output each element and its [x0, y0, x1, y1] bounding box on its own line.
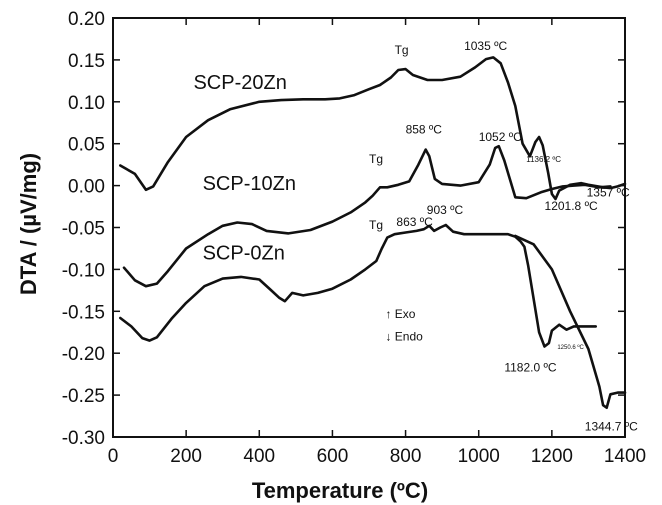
y-tick-label: 0.00	[68, 177, 105, 198]
y-tick-label: -0.20	[62, 344, 105, 365]
series-line-scp-0zn-tail	[514, 234, 627, 409]
chart-ticks: 0 200 400 600 800 1000 1200 1400 0.20 0.15 0.10 0.0…	[62, 9, 646, 467]
peak-annotation: 858 ºC	[406, 123, 443, 137]
y-tick-label: -0.30	[62, 428, 105, 449]
peak-annotation: 1201.8 ºC	[545, 199, 598, 213]
series-line-scp-0zn	[119, 223, 597, 348]
y-tick-label: -0.15	[62, 302, 105, 323]
series-label: SCP-10Zn	[203, 173, 296, 195]
x-tick-label: 1000	[458, 446, 500, 467]
y-tick-label: -0.25	[62, 386, 105, 407]
x-tick-label: 200	[170, 446, 202, 467]
y-tick-label: -0.05	[62, 219, 105, 240]
series-label: SCP-20Zn	[193, 72, 286, 94]
series-line-scp-10zn	[122, 144, 612, 288]
x-tick-label: 1200	[531, 446, 573, 467]
y-tick-label: -0.10	[62, 260, 105, 281]
peak-annotation: Tg	[369, 218, 383, 232]
peak-annotation: Tg	[395, 43, 409, 57]
peak-annotation: 1182.0 ºC	[504, 361, 557, 375]
y-tick-label: 0.20	[68, 9, 105, 30]
legend-exo: ↑ Exo	[385, 307, 415, 321]
y-tick-label: 0.05	[68, 135, 105, 156]
peak-annotation: 903 ºC	[427, 203, 464, 217]
chart-curves	[119, 56, 627, 409]
x-tick-label: 600	[317, 446, 349, 467]
y-axis-title: DTA / (µV/mg)	[16, 153, 41, 295]
y-tick-label: 0.10	[68, 93, 105, 114]
x-tick-label: 1400	[604, 446, 646, 467]
x-axis-title: Temperature (ºC)	[252, 478, 428, 503]
peak-annotation: 863 ºC	[396, 215, 433, 229]
chart-labels: SCP-20Zn SCP-10Zn SCP-0Zn Tg 1035 ºC 858 ºC 10…	[193, 39, 638, 433]
peak-annotation: 1250.6 ºC	[557, 344, 584, 351]
series-label: SCP-0Zn	[203, 242, 285, 264]
peak-annotation: Tg	[369, 152, 383, 166]
x-tick-label: 0	[108, 446, 119, 467]
x-tick-label: 800	[390, 446, 422, 467]
legend-endo: ↓ Endo	[385, 330, 423, 344]
peak-annotation: 1052 ºC	[479, 130, 522, 144]
peak-annotation: 1136.2 ºC	[526, 155, 561, 164]
peak-annotation: 1344.7 ºC	[585, 419, 638, 433]
y-tick-label: 0.15	[68, 51, 105, 72]
peak-annotation: 1357 ºC	[587, 185, 630, 199]
peak-annotation: 1035 ºC	[464, 39, 507, 53]
x-tick-label: 400	[243, 446, 275, 467]
series-line-scp-20zn	[119, 56, 627, 201]
